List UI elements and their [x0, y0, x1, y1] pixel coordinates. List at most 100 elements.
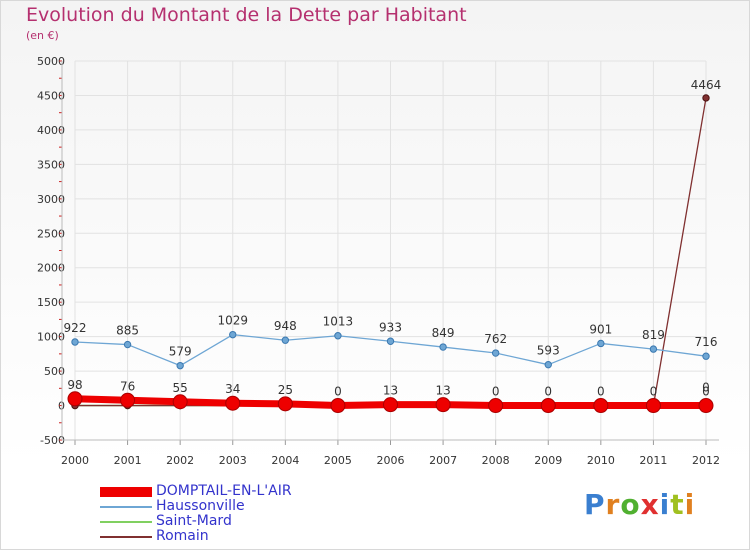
x-tick-label: 2004: [271, 454, 299, 467]
data-point-domptail-en-l-air: [383, 397, 398, 413]
logo-letter: P: [584, 488, 606, 521]
legend-label: DOMPTAIL-EN-L'AIR: [156, 483, 292, 499]
y-tick-label: 500: [44, 365, 65, 378]
legend-item: Haussonville: [100, 498, 360, 515]
logo-letter: t: [670, 488, 685, 521]
x-tick-label: 2003: [219, 454, 247, 467]
x-tick-label: 2010: [587, 454, 615, 467]
data-point-haussonville: [544, 360, 552, 369]
legend-swatch: [100, 487, 152, 497]
logo-letter: i: [684, 488, 696, 521]
data-point-haussonville: [123, 340, 132, 349]
legend-swatch: [100, 521, 152, 523]
data-point-domptail-en-l-air: [435, 397, 451, 413]
y-tick-label: 4000: [37, 124, 65, 137]
data-label-haussonville: 849: [432, 326, 455, 340]
logo-letter: x: [640, 488, 660, 521]
y-tick-label: 4500: [37, 89, 65, 102]
data-point-haussonville: [439, 343, 447, 351]
legend-item: DOMPTAIL-EN-L'AIR: [100, 483, 360, 500]
data-label-haussonville: 933: [379, 320, 402, 334]
y-tick-label: 1500: [37, 296, 65, 309]
data-label-haussonville: 922: [64, 321, 87, 335]
x-tick-label: 2005: [324, 454, 352, 467]
data-point-haussonville: [491, 349, 500, 357]
y-axis: -500050010001500200025003000350040004500…: [37, 55, 65, 447]
data-point-domptail-en-l-air: [488, 398, 504, 414]
chart-title: Evolution du Montant de la Dette par Hab…: [26, 4, 467, 26]
data-label-haussonville: 593: [537, 344, 560, 358]
data-label-saint-mard: 0: [702, 381, 710, 395]
data-point-domptail-en-l-air: [593, 398, 609, 414]
data-label-haussonville: 762: [484, 332, 507, 346]
legend-label: Saint-Mard: [156, 513, 232, 529]
x-axis: 2000 2001 2002 2003 2004 2005 2006 2007 2008 2009…: [61, 439, 720, 467]
data-label-domptail: 0: [597, 385, 605, 399]
data-point-domptail-en-l-air: [225, 395, 241, 411]
y-tick-label: 2000: [37, 262, 65, 275]
logo-letter: o: [620, 488, 641, 521]
data-point-haussonville: [71, 338, 79, 346]
data-point-haussonville: [281, 336, 290, 344]
y-tick-label: 1000: [37, 331, 65, 344]
data-point-domptail-en-l-air: [698, 398, 714, 414]
logo-letter: r: [605, 488, 621, 521]
x-tick-label: 2002: [166, 454, 194, 467]
data-point-domptail-en-l-air: [67, 391, 83, 407]
x-tick-label: 2012: [692, 454, 720, 467]
x-tick-label: 2009: [534, 454, 562, 467]
legend-item: Saint-Mard: [100, 513, 360, 530]
data-label-haussonville: 579: [169, 345, 192, 359]
x-tick-label: 2008: [482, 454, 510, 467]
x-tick-label: 2001: [114, 454, 142, 467]
data-label-domptail: 55: [173, 381, 188, 395]
data-point-haussonville: [176, 361, 184, 370]
data-label-domptail: 0: [544, 385, 552, 399]
data-label-domptail: 34: [225, 382, 240, 396]
legend-label: Romain: [156, 528, 209, 544]
data-point-domptail-en-l-air: [330, 398, 346, 414]
data-point-haussonville: [386, 337, 395, 345]
x-tick-label: 2007: [429, 454, 457, 467]
data-label-domptail: 0: [334, 385, 342, 399]
y-tick-label: -500: [40, 434, 65, 447]
data-point-haussonville: [334, 332, 342, 340]
data-point-domptail-en-l-air: [540, 398, 556, 414]
data-label-domptail: 0: [492, 385, 500, 399]
data-label-haussonville: 901: [589, 322, 612, 336]
chart-series: [67, 94, 714, 414]
data-label-domptail: 0: [702, 385, 710, 399]
data-point-domptail-en-l-air: [120, 392, 136, 408]
data-label-haussonville: 1013: [323, 315, 354, 329]
y-tick-label: 2500: [37, 227, 65, 240]
data-label-haussonville: 1029: [217, 314, 248, 328]
data-label-haussonville: 948: [274, 319, 297, 333]
legend-label: Haussonville: [156, 498, 245, 514]
y-tick-label: 5000: [37, 55, 65, 68]
x-tick-label: 2000: [61, 454, 89, 467]
data-point-haussonville: [649, 345, 658, 353]
legend-swatch: [100, 536, 152, 538]
x-tick-label: 2006: [377, 454, 405, 467]
data-label-domptail: 13: [383, 384, 398, 398]
y-tick-label: 3500: [37, 158, 65, 171]
data-label-haussonville: 819: [642, 328, 665, 342]
data-point-haussonville: [597, 339, 605, 348]
data-point-domptail-en-l-air: [277, 396, 293, 412]
data-label-domptail: 98: [67, 378, 82, 392]
data-label-romain: 4464: [691, 78, 722, 92]
data-label-haussonville: 716: [695, 335, 718, 349]
data-point-romain: [702, 94, 710, 102]
data-point-haussonville: [229, 330, 237, 339]
data-label-domptail: 25: [278, 383, 293, 397]
data-point-haussonville: [702, 352, 710, 360]
data-label-haussonville: 885: [116, 324, 139, 338]
chart-grid: [74, 60, 707, 441]
data-label-domptail: 0: [650, 385, 658, 399]
proxiti-logo: Proxiti: [584, 488, 695, 521]
data-label-domptail: 76: [120, 379, 135, 393]
logo-letter: i: [659, 488, 671, 521]
